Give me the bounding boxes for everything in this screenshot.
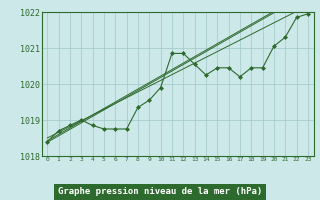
Text: Graphe pression niveau de la mer (hPa): Graphe pression niveau de la mer (hPa) xyxy=(58,188,262,196)
